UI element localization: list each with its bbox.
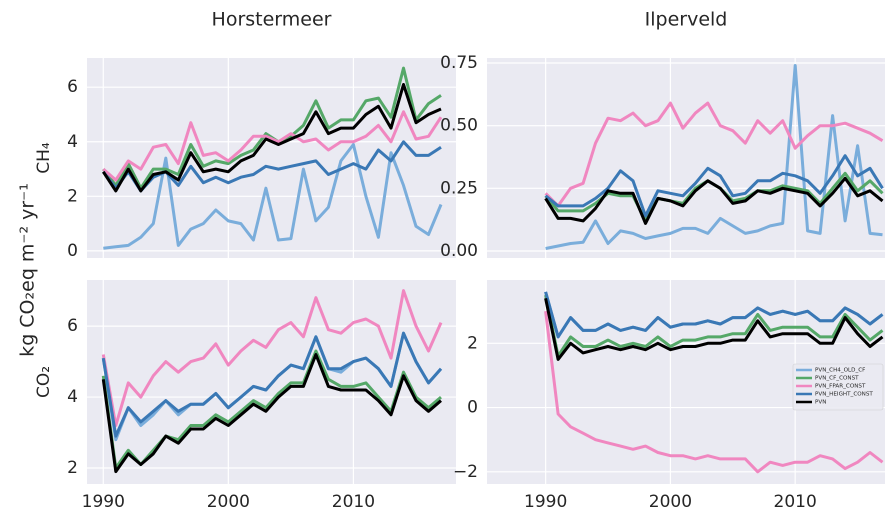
row-label: CO₂ (34, 366, 54, 398)
series-line (544, 294, 884, 358)
x-tick-label: 2000 (207, 492, 250, 512)
legend-label: PVN_HEIGHT_CONST (815, 392, 873, 398)
x-tick-label: 2010 (774, 492, 817, 512)
legend-label: PVN_FPAR_CONST (815, 384, 866, 390)
legend-label: PVN_CF_CONST (815, 376, 859, 382)
series-line (102, 83, 442, 193)
series-line (544, 291, 884, 339)
series-line (101, 331, 443, 438)
panel-title: Horstermeer (212, 9, 332, 31)
x-tick-label: 2010 (332, 492, 375, 512)
plot-background (87, 58, 456, 258)
y-tick-label: 0.50 (440, 116, 478, 136)
series-line (101, 289, 443, 427)
y-tick-label: 0.75 (440, 53, 478, 73)
series-line (544, 101, 884, 208)
y-tick-label: 4 (67, 132, 78, 152)
series-line (545, 64, 883, 250)
series-line (102, 110, 443, 182)
legend-label: PVN_CH4_OLD_CF (815, 368, 865, 374)
plot-background (487, 58, 885, 258)
x-tick-label: 1990 (82, 492, 125, 512)
y-tick-label: 2 (67, 186, 78, 206)
series-line (103, 143, 443, 250)
y-tick-label: 0.00 (440, 241, 478, 261)
figure-ylabel: kg CO₂eq m⁻² yr⁻¹ (17, 183, 39, 357)
y-tick-label: 0 (467, 398, 478, 418)
x-tick-label: 2000 (649, 492, 692, 512)
panel-title: Ilperveld (645, 9, 728, 31)
series-line (544, 297, 884, 361)
legend-box (792, 363, 884, 411)
y-tick-label: 4 (67, 387, 78, 407)
y-tick-label: 0.25 (440, 178, 478, 198)
y-tick-label: 2 (467, 333, 478, 353)
y-tick-label: 6 (67, 77, 78, 97)
y-tick-label: −2 (453, 462, 478, 482)
legend-label: PVN (815, 400, 826, 406)
series-line (101, 353, 442, 474)
y-tick-label: 6 (67, 316, 78, 336)
series-line (544, 311, 884, 474)
series-line (544, 154, 884, 218)
x-tick-label: 1990 (524, 492, 567, 512)
series-line (544, 176, 884, 225)
y-tick-label: 0 (67, 241, 78, 261)
y-tick-label: 2 (67, 458, 78, 478)
row-label: CH₄ (34, 142, 54, 174)
